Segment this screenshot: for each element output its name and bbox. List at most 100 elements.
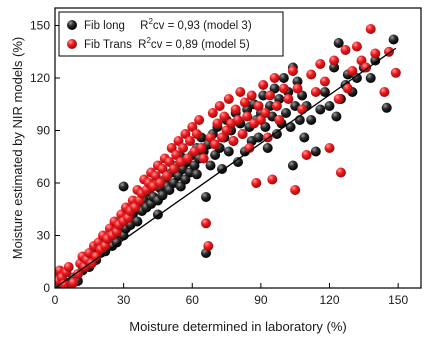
- x-tick-label: 30: [117, 293, 131, 307]
- point-fib-long: [191, 169, 202, 180]
- point-fib-long: [365, 73, 376, 83]
- point-fib-long: [315, 104, 326, 115]
- point-fib-trans: [201, 218, 211, 229]
- point-fib-trans: [390, 67, 401, 78]
- point-fib-trans: [333, 94, 344, 104]
- x-tick-label: 120: [319, 293, 339, 307]
- point-fib-trans: [379, 87, 390, 97]
- legend-series-name: Fib long: [84, 20, 125, 32]
- point-fib-long: [388, 34, 399, 45]
- point-fib-long: [157, 190, 168, 201]
- point-fib-long: [299, 132, 310, 143]
- point-fib-trans: [265, 90, 275, 101]
- point-fib-long: [118, 181, 129, 192]
- legend: Fib long R2cv = 0,93 (model 3) Fib Trans…: [58, 11, 284, 57]
- point-fib-trans: [168, 164, 179, 174]
- y-tick-label: 90: [37, 124, 51, 138]
- point-fib-trans: [207, 108, 218, 118]
- point-fib-trans: [185, 136, 195, 146]
- legend-r2-symbol: R: [140, 20, 148, 32]
- point-fib-trans: [315, 59, 326, 69]
- point-fib-long: [262, 143, 273, 153]
- point-fib-trans: [260, 108, 271, 118]
- plot-frame: [54, 7, 422, 289]
- point-fib-trans: [319, 76, 330, 87]
- point-fib-long: [281, 108, 291, 118]
- point-fib-trans: [196, 143, 207, 153]
- point-fib-long: [285, 122, 296, 132]
- point-fib-trans: [72, 269, 83, 279]
- legend-r2-value: cv = 0,89 (model 5): [151, 39, 250, 51]
- point-fib-long: [223, 146, 234, 157]
- point-fib-trans: [251, 178, 262, 188]
- point-fib-long: [329, 62, 340, 73]
- legend-marker-fib-trans: [67, 39, 77, 49]
- point-fib-trans: [351, 41, 362, 52]
- point-fib-trans: [271, 101, 282, 111]
- y-axis-title: Moisture estimated by NIR models (%): [10, 37, 25, 260]
- point-fib-trans: [194, 115, 205, 125]
- point-fib-trans: [182, 153, 193, 164]
- legend-r2-superscript: 2: [146, 36, 151, 45]
- point-fib-trans: [269, 73, 280, 83]
- point-fib-trans: [198, 153, 209, 164]
- point-fib-trans: [278, 83, 289, 94]
- point-fib-trans: [290, 185, 301, 195]
- y-tick-label: 0: [43, 281, 50, 295]
- point-fib-trans: [235, 87, 246, 97]
- point-fib-trans: [292, 83, 303, 94]
- legend-label-fib-long: Fib long R2cv = 0,93 (model 3): [84, 17, 252, 32]
- point-fib-long: [132, 216, 143, 227]
- point-fib-trans: [274, 115, 285, 125]
- point-fib-long: [319, 87, 330, 97]
- point-fib-long: [233, 157, 243, 167]
- legend-series-name: Fib Trans: [84, 39, 132, 51]
- point-fib-trans: [342, 83, 353, 94]
- point-fib-long: [324, 101, 335, 111]
- point-fib-trans: [68, 277, 79, 288]
- point-fib-trans: [301, 150, 312, 160]
- point-fib-trans: [59, 279, 70, 288]
- point-fib-trans: [219, 111, 230, 122]
- data-points: [55, 24, 401, 288]
- point-fib-long: [205, 160, 216, 171]
- point-fib-trans: [347, 66, 358, 76]
- point-fib-trans: [178, 143, 189, 153]
- point-fib-trans: [155, 178, 166, 188]
- point-fib-long: [201, 192, 211, 202]
- point-fib-long: [278, 73, 289, 83]
- point-fib-long: [306, 115, 317, 125]
- point-fib-trans: [253, 101, 264, 111]
- point-fib-trans: [283, 94, 294, 104]
- point-fib-trans: [210, 139, 221, 150]
- x-tick-label: 90: [254, 293, 268, 307]
- point-fib-long: [271, 129, 282, 139]
- legend-box: [58, 11, 284, 57]
- point-fib-long: [310, 146, 321, 157]
- y-tick-label: 30: [37, 229, 51, 243]
- legend-label-fib-trans: Fib Trans R2cv = 0,89 (model 5): [84, 36, 250, 51]
- legend-r2-symbol: R: [138, 39, 146, 51]
- legend-marker-fib-long: [67, 20, 77, 30]
- point-fib-long: [331, 111, 342, 122]
- point-fib-trans: [233, 115, 243, 125]
- regression-line: [55, 47, 397, 288]
- point-fib-trans: [244, 143, 255, 153]
- point-fib-trans: [246, 90, 257, 101]
- x-tick-label: 60: [186, 293, 200, 307]
- point-fib-trans: [361, 62, 372, 73]
- point-fib-trans: [329, 55, 340, 66]
- axis-ticks: 0 30 60 90 120 150 0 30 60 90 120 150: [30, 19, 408, 308]
- point-fib-long: [292, 76, 303, 87]
- point-fib-long: [253, 132, 264, 143]
- point-fib-trans: [310, 87, 321, 97]
- point-fib-trans: [203, 241, 214, 251]
- x-axis-title: Moisture determined in laboratory (%): [129, 319, 346, 334]
- point-fib-trans: [287, 66, 298, 76]
- y-tick-label: 60: [37, 176, 51, 190]
- point-fib-long: [333, 38, 344, 48]
- point-fib-long: [381, 102, 392, 113]
- point-fib-trans: [340, 45, 351, 55]
- point-fib-long: [370, 55, 381, 66]
